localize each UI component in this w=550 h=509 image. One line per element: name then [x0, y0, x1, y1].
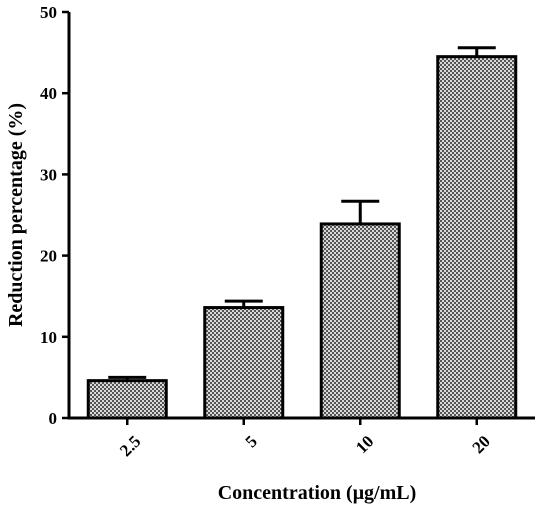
bar: [436, 55, 518, 420]
axes: [67, 12, 535, 420]
y-axis-title: Reduction percentage (%): [5, 103, 27, 327]
x-tick-label: 5: [242, 432, 261, 451]
y-ticks: 0 10 20 30 40 50: [40, 3, 69, 428]
bar: [86, 379, 168, 420]
bar: [319, 222, 401, 420]
x-tick-label: 20: [469, 432, 494, 457]
y-tick-label: 40: [40, 84, 57, 103]
bar: [203, 306, 285, 420]
y-tick-label: 30: [40, 165, 57, 184]
y-tick-label: 20: [40, 247, 57, 266]
x-tick-label: 10: [352, 432, 377, 457]
y-tick-label: 10: [40, 328, 57, 347]
x-tick-label: 2.5: [116, 432, 144, 460]
x-axis-title: Concentration (μg/mL): [218, 482, 417, 504]
y-tick-label: 50: [40, 3, 57, 22]
y-tick-label: 0: [49, 409, 58, 428]
bars: [86, 46, 518, 420]
x-ticks: 2.5 5 10 20: [116, 418, 494, 460]
